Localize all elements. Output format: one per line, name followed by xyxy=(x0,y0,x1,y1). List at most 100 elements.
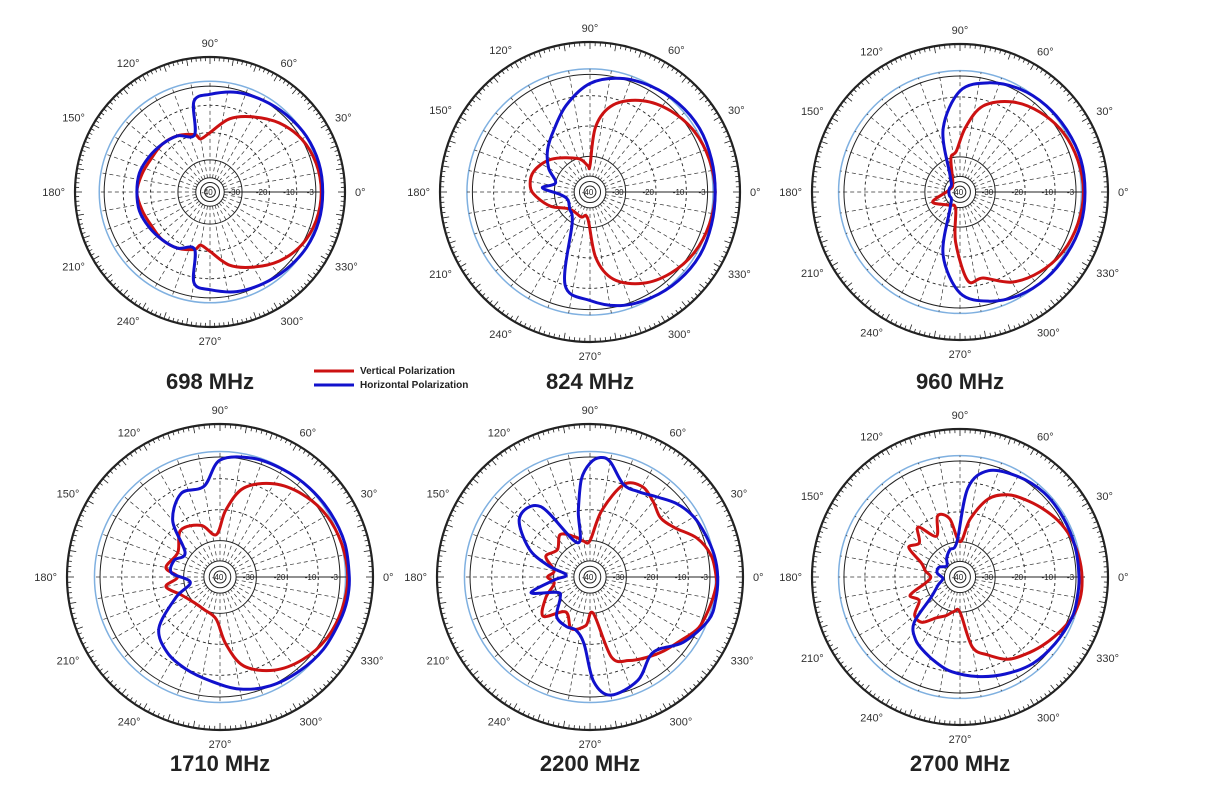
rim-tick xyxy=(822,521,827,524)
rim-tick xyxy=(92,255,100,260)
rim-tick xyxy=(330,145,337,149)
rim-tick xyxy=(1013,54,1016,59)
rim-tick xyxy=(442,534,447,537)
rim-tick xyxy=(843,665,847,669)
rim-tick xyxy=(638,326,642,334)
rim-tick xyxy=(918,715,921,720)
rim-tick xyxy=(733,550,741,553)
rim-tick xyxy=(513,703,518,710)
rim-tick xyxy=(831,262,839,267)
radial-gridline xyxy=(210,82,230,186)
rim-tick xyxy=(474,283,481,289)
rim-tick xyxy=(457,260,462,263)
db-ring xyxy=(122,104,298,280)
rim-tick xyxy=(860,81,864,86)
rim-tick xyxy=(491,459,497,466)
rim-tick xyxy=(338,218,343,221)
rim-tick xyxy=(181,59,184,64)
rim-tick xyxy=(297,91,301,95)
rim-tick xyxy=(181,320,184,325)
angle-label: 210° xyxy=(801,653,824,665)
rim-tick xyxy=(1018,56,1021,61)
rim-tick xyxy=(450,135,455,138)
rim-tick xyxy=(517,708,521,713)
rim-tick xyxy=(999,715,1002,720)
rim-tick xyxy=(68,597,73,599)
radial-gridline xyxy=(593,583,654,686)
angle-label: 270° xyxy=(209,739,232,751)
radial-gridline xyxy=(965,113,1054,188)
polar-panel-2: -3 -10 -20 -30 -40 0° 30° 60° 90° 120° 150° 180° 210… xyxy=(779,25,1128,394)
rim-tick xyxy=(868,690,872,694)
rim-tick xyxy=(469,668,473,672)
rim-tick xyxy=(1035,66,1039,71)
rim-tick xyxy=(363,617,368,620)
rim-tick xyxy=(548,332,551,337)
rim-tick xyxy=(346,649,353,654)
rim-tick xyxy=(454,504,459,508)
rim-tick xyxy=(361,622,366,625)
rim-tick xyxy=(307,273,314,280)
db-ring xyxy=(894,511,1026,643)
rim-tick xyxy=(538,50,542,58)
rim-tick xyxy=(557,722,560,727)
rim-tick xyxy=(125,694,129,698)
rim-tick xyxy=(1027,61,1030,66)
rim-tick xyxy=(95,120,100,123)
radial-gridline xyxy=(221,584,243,701)
rim-tick xyxy=(1100,545,1105,548)
rim-tick xyxy=(849,673,854,677)
radial-gridline xyxy=(213,95,266,187)
inner-ring xyxy=(953,185,967,199)
radial-gridline xyxy=(967,555,1080,576)
rim-tick xyxy=(537,433,541,440)
rim-tick xyxy=(335,154,340,157)
rim-tick xyxy=(138,447,142,451)
rim-tick xyxy=(152,710,156,715)
rim-tick xyxy=(443,221,448,224)
rim-tick xyxy=(713,263,721,268)
rim-tick xyxy=(849,92,854,96)
rim-tick xyxy=(610,724,612,729)
angle-label: 210° xyxy=(427,656,450,668)
rim-tick xyxy=(557,427,560,432)
rim-tick xyxy=(1096,236,1101,239)
radial-gridline xyxy=(224,480,301,572)
radial-gridline xyxy=(210,198,230,302)
radial-gridline xyxy=(215,120,296,188)
radial-gridline xyxy=(881,197,956,286)
rim-tick xyxy=(568,724,570,729)
rim-tick xyxy=(1013,325,1016,330)
rim-tick xyxy=(103,108,108,112)
rim-tick xyxy=(538,326,542,334)
rim-tick xyxy=(122,88,129,95)
rim-tick xyxy=(438,597,443,599)
rim-tick xyxy=(198,724,200,729)
rim-tick xyxy=(115,285,120,290)
angle-label: 240° xyxy=(118,717,141,729)
rim-tick xyxy=(687,300,691,304)
rim-tick xyxy=(76,209,81,212)
radial-gridline xyxy=(226,580,329,641)
radial-gridline xyxy=(898,583,957,683)
ring-label: -20 xyxy=(256,188,268,197)
rim-tick xyxy=(286,297,290,302)
rim-tick xyxy=(481,293,486,297)
rim-tick xyxy=(519,320,522,325)
rim-tick xyxy=(122,289,129,296)
rim-tick xyxy=(829,644,834,647)
radial-gridline xyxy=(961,199,982,312)
rim-tick xyxy=(76,172,81,175)
radial-gridline xyxy=(597,579,709,621)
rim-tick xyxy=(84,646,89,650)
rim-tick xyxy=(713,116,721,121)
radial-gridline xyxy=(595,112,685,188)
ring-label: -30 xyxy=(982,188,994,197)
rim-tick xyxy=(653,323,657,327)
rim-tick xyxy=(707,277,712,281)
radial-gridline xyxy=(113,136,205,189)
horizontal-polarization-line xyxy=(157,455,351,691)
rim-tick xyxy=(70,607,75,610)
rim-tick xyxy=(710,107,715,111)
radial-gridline xyxy=(138,197,206,278)
